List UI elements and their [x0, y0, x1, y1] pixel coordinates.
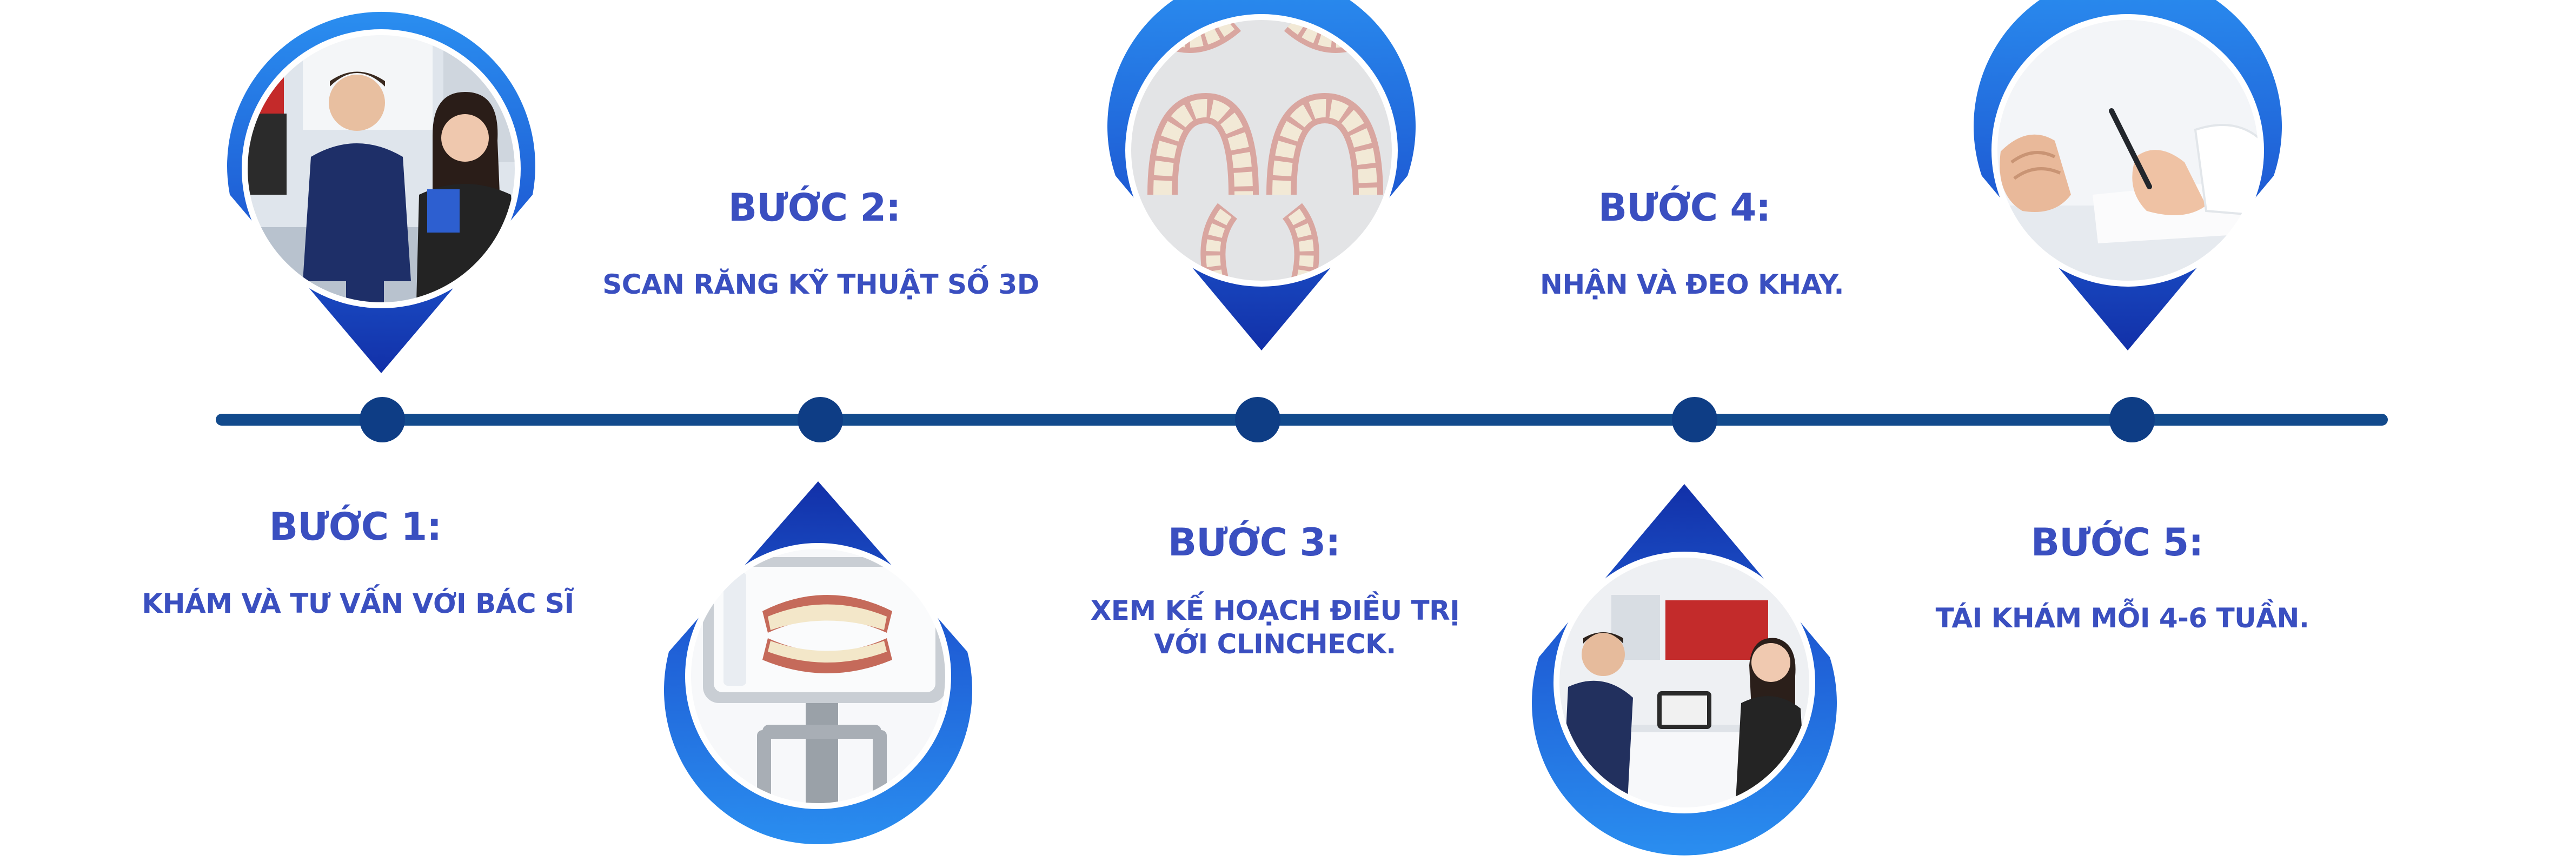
- timeline-dot-4: [1672, 397, 1717, 442]
- step-2-pin: [664, 481, 972, 845]
- step-5-desc: TÁI KHÁM MỖI 4-6 TUẦN.: [1935, 602, 2309, 634]
- timeline-dot-1: [360, 397, 405, 442]
- step-2-desc: SCAN RĂNG KỸ THUẬT SỐ 3D: [602, 269, 1039, 300]
- step-1-title: BƯỚC 1:: [269, 505, 442, 549]
- timeline-dot-3: [1235, 397, 1280, 442]
- step-3-desc-line1: XEM KẾ HOẠCH ĐIỀU TRỊ: [1090, 595, 1460, 626]
- step-4-pin: [1531, 484, 1837, 856]
- step-5-pin: [1974, 0, 2282, 350]
- step-4-title: BƯỚC 4:: [1598, 186, 1771, 230]
- writing-hand-photo: [1995, 17, 2261, 283]
- step-1-pin: [227, 11, 535, 374]
- step-1-desc: KHÁM VÀ TƯ VẤN VỚI BÁC SĨ: [142, 588, 574, 619]
- step-3-title: BƯỚC 3:: [1167, 520, 1340, 565]
- step-3-pin: [1107, 0, 1416, 350]
- clinic-meeting-photo: [1557, 555, 1812, 810]
- step-2-title: BƯỚC 2:: [728, 186, 901, 230]
- timeline-dot-2: [798, 397, 843, 442]
- step-5-title: BƯỚC 5:: [2030, 520, 2203, 565]
- step-3-desc-line2: VỚI CLINCHECK.: [1154, 628, 1396, 660]
- step-4-desc: NHẬN VÀ ĐEO KHAY.: [1540, 269, 1844, 300]
- timeline-dot-5: [2109, 397, 2155, 442]
